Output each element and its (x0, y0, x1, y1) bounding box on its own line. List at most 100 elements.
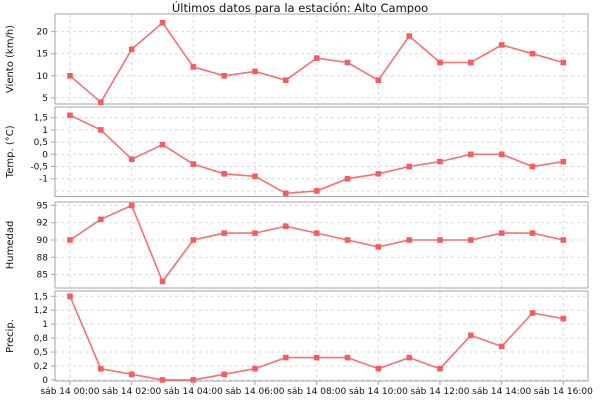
data-point-marker (221, 171, 227, 177)
data-point-marker (529, 50, 536, 57)
y-tick-label: 5 (42, 94, 48, 104)
y-tick-label: 0,2 (34, 362, 48, 372)
x-tick-label: sáb 14 16:00 (534, 387, 593, 397)
data-point-marker (283, 354, 289, 361)
data-point-marker (159, 141, 166, 148)
data-point-marker (190, 161, 197, 167)
data-point-marker (221, 371, 227, 378)
data-point-marker (498, 151, 505, 158)
data-point-marker (252, 365, 258, 372)
data-point-marker (468, 151, 474, 158)
data-point-marker (375, 171, 382, 177)
y-tick-label: 1,2 (34, 306, 48, 316)
data-point-marker (67, 112, 73, 119)
y-tick-label: 0 (42, 376, 48, 386)
data-point-marker (98, 365, 104, 372)
data-point-marker (190, 377, 197, 383)
data-point-marker (283, 77, 289, 83)
y-tick-label: 20 (37, 28, 49, 38)
x-tick-label: sáb 14 02:00 (102, 387, 161, 397)
data-point-marker (468, 237, 474, 243)
data-point-marker (498, 343, 505, 350)
data-point-marker (128, 46, 135, 53)
y-axis-title: Humedad (5, 221, 16, 270)
data-point-marker (221, 73, 227, 79)
plot-border (54, 290, 589, 382)
data-point-marker (437, 237, 443, 243)
data-point-marker (67, 237, 73, 243)
y-tick-label: 0,8 (34, 334, 49, 344)
y-tick-label: 15 (37, 50, 48, 60)
data-point-marker (128, 156, 135, 162)
y-tick-label: -0,5 (30, 163, 48, 173)
data-point-marker (406, 354, 412, 361)
data-point-marker (252, 230, 258, 236)
y-tick-label: 90 (37, 236, 49, 246)
data-point-marker (529, 163, 536, 170)
x-axis: sáb 14 00:00 sáb 14 02:00 sáb 14 04:00 sáb … (40, 381, 593, 397)
y-tick-label: 1 (42, 126, 48, 136)
data-point-marker (560, 315, 567, 322)
data-point-marker (190, 237, 197, 243)
data-point-marker (529, 310, 536, 316)
data-point-marker (159, 377, 166, 383)
y-axis-title: Precip. (5, 319, 16, 353)
x-tick-label: sáb 14 10:00 (349, 387, 408, 397)
data-point-marker (344, 175, 351, 182)
x-tick-label: sáb 14 00:00 (40, 387, 99, 397)
data-point-marker (190, 64, 197, 70)
data-point-marker (498, 230, 505, 236)
data-point-marker (375, 77, 382, 83)
chart-title: Últimos datos para la estación: Alto Cam… (172, 0, 428, 15)
data-point-marker (159, 278, 166, 285)
data-point-marker (67, 293, 73, 300)
y-tick-label: 88 (37, 253, 49, 263)
data-point-marker (406, 33, 412, 39)
data-point-marker (406, 163, 412, 170)
x-tick-label: sáb 14 08:00 (287, 387, 346, 397)
data-point-marker (437, 365, 443, 372)
y-tick-label: 10 (37, 72, 49, 82)
data-point-marker (344, 59, 351, 66)
data-point-marker (221, 230, 227, 236)
subplot-humedad: 95 92 90 88 85 Humedad (5, 201, 589, 289)
x-tick-label: sáb 14 12:00 (410, 387, 469, 397)
data-point-marker (98, 99, 104, 105)
data-point-marker (344, 237, 351, 243)
y-axis-title: Temp. (°C) (5, 125, 16, 179)
data-point-marker (313, 55, 320, 61)
x-tick-label: sáb 14 04:00 (164, 387, 223, 397)
y-tick-label: 0,5 (34, 348, 48, 358)
y-tick-label: -1 (39, 175, 48, 185)
data-point-marker (283, 223, 289, 229)
data-point-marker (128, 371, 135, 378)
data-point-marker (560, 158, 567, 165)
data-point-marker (560, 59, 567, 66)
x-tick-label: sáb 14 14:00 (472, 387, 531, 397)
subplot-temp: 1,5 1 0,5 0 -0,5 -1 Temp. (°C) (5, 106, 589, 197)
data-point-marker (344, 354, 351, 361)
y-tick-label: 0 (42, 150, 48, 160)
y-tick-label: 1,5 (34, 292, 48, 302)
y-tick-label: 85 (37, 271, 48, 281)
data-point-marker (128, 202, 135, 209)
data-point-marker (98, 216, 104, 223)
data-point-marker (560, 237, 567, 243)
data-point-marker (437, 158, 443, 165)
plot-border (54, 201, 589, 289)
plot-border (54, 13, 589, 105)
data-point-marker (468, 59, 474, 66)
data-point-marker (375, 365, 382, 372)
data-point-marker (159, 20, 166, 26)
data-point-marker (67, 73, 73, 79)
data-point-marker (313, 188, 320, 194)
subplot-viento: 20 15 10 5 Viento (km/h) (5, 13, 589, 105)
data-point-marker (313, 354, 320, 361)
y-tick-label: 1,5 (34, 114, 48, 124)
data-point-marker (98, 127, 104, 133)
data-point-marker (283, 190, 289, 197)
y-axis-title: Viento (km/h) (5, 25, 16, 93)
data-point-marker (437, 59, 443, 66)
